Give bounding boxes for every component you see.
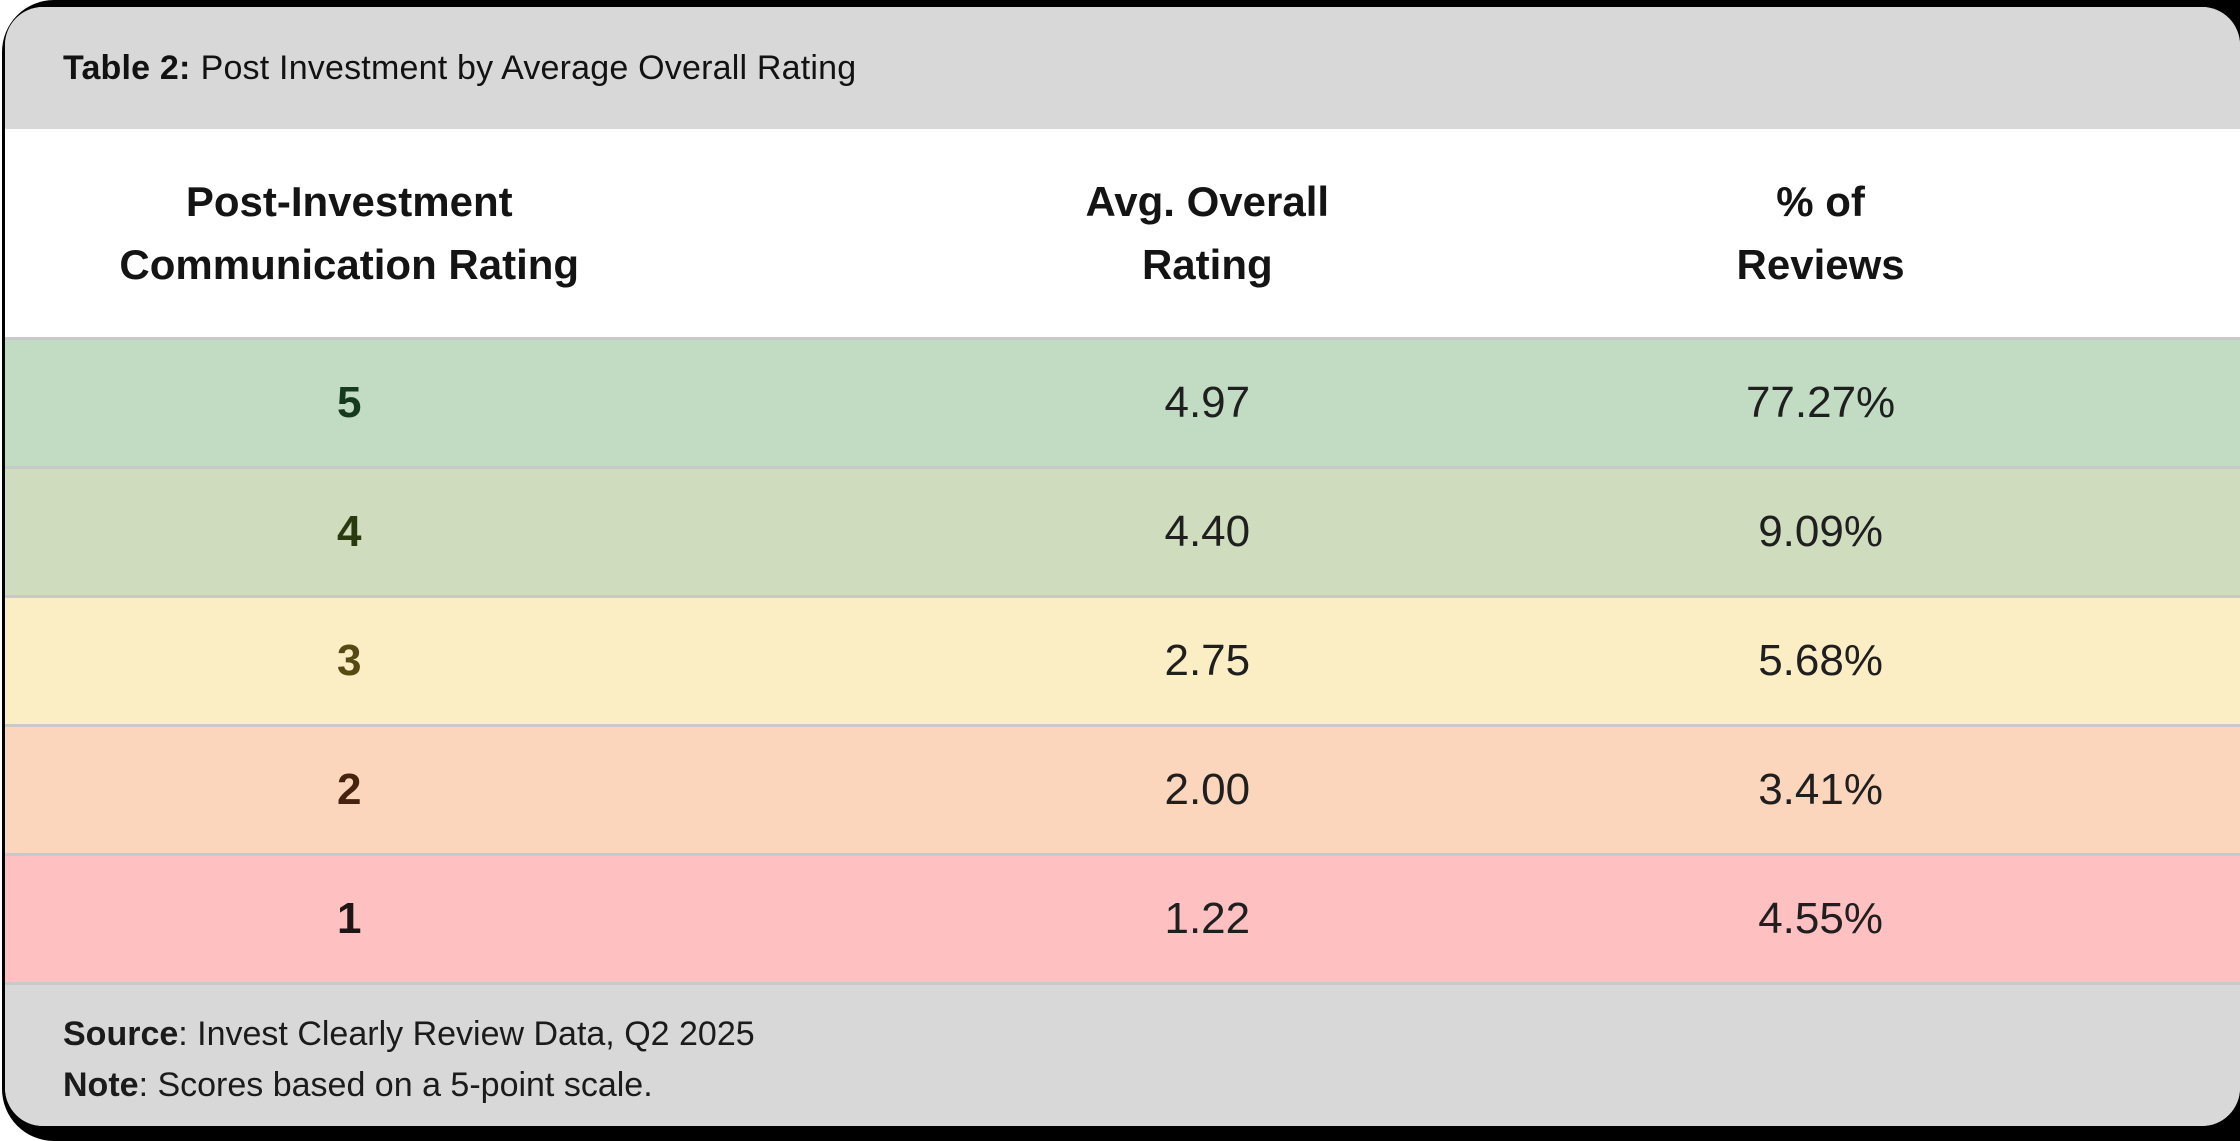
table-row: 3 2.75 5.68%	[5, 595, 2240, 724]
cell-pct-of-reviews: 3.41%	[1758, 765, 1883, 814]
cell-avg-overall-rating: 4.40	[1164, 507, 1251, 556]
cell-rating: 3	[336, 636, 362, 685]
cell-rating: 1	[336, 894, 362, 943]
table-body: 5 4.97 77.27% 4 4.40 9.09% 3 2.75 5.68%	[5, 337, 2240, 982]
table-title: Post Investment by Average Overall Ratin…	[200, 48, 857, 87]
note-line: Note: Scores based on a 5-point scale.	[63, 1060, 2240, 1111]
cell-rating: 5	[336, 378, 362, 427]
source-text: : Invest Clearly Review Data, Q2 2025	[178, 1015, 755, 1053]
table-footer: Source: Invest Clearly Review Data, Q2 2…	[5, 982, 2240, 1126]
table-row: 2 2.00 3.41%	[5, 724, 2240, 853]
cell-pct-of-reviews: 77.27%	[1745, 378, 1896, 427]
cell-avg-overall-rating: 1.22	[1164, 894, 1251, 943]
table-row: 4 4.40 9.09%	[5, 466, 2240, 595]
cell-avg-overall-rating: 2.00	[1164, 765, 1251, 814]
table-row: 1 1.22 4.55%	[5, 853, 2240, 982]
table-header-row: Post-Investment Communication Rating Avg…	[5, 129, 2240, 337]
table-card: Table 2: Post Investment by Average Over…	[5, 7, 2240, 1126]
note-label: Note	[63, 1066, 139, 1104]
cell-avg-overall-rating: 4.97	[1164, 378, 1251, 427]
cell-pct-of-reviews: 9.09%	[1758, 507, 1883, 556]
source-line: Source: Invest Clearly Review Data, Q2 2…	[63, 1009, 2240, 1060]
cell-avg-overall-rating: 2.75	[1164, 636, 1251, 685]
column-header-avg-overall-rating: Avg. Overall Rating	[1085, 178, 1330, 288]
column-header-communication-rating: Post-Investment Communication Rating	[119, 178, 580, 288]
table-title-bar: Table 2: Post Investment by Average Over…	[5, 7, 2240, 129]
table-title-prefix: Table 2:	[63, 48, 191, 87]
cell-rating: 4	[336, 507, 362, 556]
cell-pct-of-reviews: 5.68%	[1758, 636, 1883, 685]
cell-pct-of-reviews: 4.55%	[1758, 894, 1883, 943]
source-label: Source	[63, 1015, 179, 1053]
table-row: 5 4.97 77.27%	[5, 337, 2240, 466]
column-header-pct-of-reviews: % of Reviews	[1736, 178, 1905, 288]
cell-rating: 2	[336, 765, 362, 814]
note-text: : Scores based on a 5-point scale.	[138, 1066, 653, 1104]
